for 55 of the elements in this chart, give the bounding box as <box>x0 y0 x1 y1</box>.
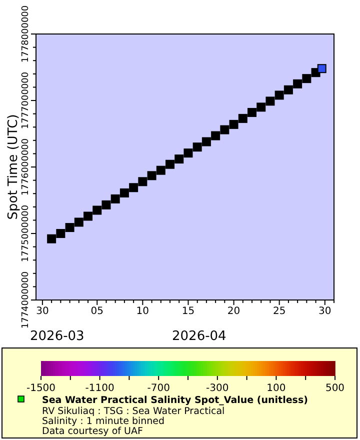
point <box>238 114 248 123</box>
x-tick-label: 05 <box>90 306 104 317</box>
point <box>110 194 120 204</box>
point <box>47 234 56 244</box>
point <box>266 96 275 106</box>
point <box>74 218 84 227</box>
point <box>174 154 184 164</box>
y-axis-title: Spot Time (UTC) <box>6 114 21 220</box>
point <box>120 188 129 198</box>
point <box>129 183 138 192</box>
text: 2026-04 <box>172 329 226 344</box>
point <box>293 79 302 88</box>
point <box>166 160 175 169</box>
text: RV Sikuliaq : TSG : Sea Water Practical <box>42 406 225 417</box>
point <box>256 102 266 112</box>
x-tick-label: 20 <box>227 306 240 317</box>
x-tick-label: 30 <box>318 306 332 317</box>
point <box>156 166 166 175</box>
point <box>84 212 93 221</box>
text: 2026-03 <box>30 329 84 344</box>
text: Data courtesy of UAF <box>42 426 143 437</box>
point <box>248 108 257 117</box>
x-tick-label: 10 <box>136 306 150 317</box>
point <box>274 90 284 100</box>
y-tick-label: 1778000000 <box>21 5 31 63</box>
point <box>211 131 220 140</box>
color-bar-label: -1500 <box>26 383 56 394</box>
text: Salinity : 1 minute binned <box>42 416 165 427</box>
color-bar-title: Sea Water Practical Salinity Spot_Value (unitless) <box>42 395 308 406</box>
point <box>302 74 312 84</box>
point <box>102 200 111 210</box>
point <box>184 148 193 158</box>
point <box>138 177 148 186</box>
point <box>202 137 211 146</box>
point <box>317 64 326 74</box>
point <box>92 206 102 215</box>
point <box>56 229 66 238</box>
point <box>284 85 293 94</box>
y-tick-label: 1776000000 <box>21 138 31 196</box>
color-bar-label: -1100 <box>85 383 114 394</box>
color-bar-label: -300 <box>206 383 229 394</box>
point <box>192 142 202 152</box>
point <box>147 171 156 180</box>
color-bar-label: -700 <box>147 383 170 394</box>
point <box>229 120 238 129</box>
y-tick-label: 1774000000 <box>21 271 31 329</box>
x-tick-label: 15 <box>182 306 195 317</box>
color-bar-label: 100 <box>266 383 286 394</box>
color-bar-label: 500 <box>325 383 345 394</box>
point <box>220 125 230 134</box>
x-tick-label: 30 <box>36 306 49 317</box>
y-tick-label: 1775000000 <box>21 204 31 262</box>
x-tick-label: 25 <box>272 306 286 317</box>
point <box>65 223 74 232</box>
y-tick-label: 1777000000 <box>21 72 31 130</box>
